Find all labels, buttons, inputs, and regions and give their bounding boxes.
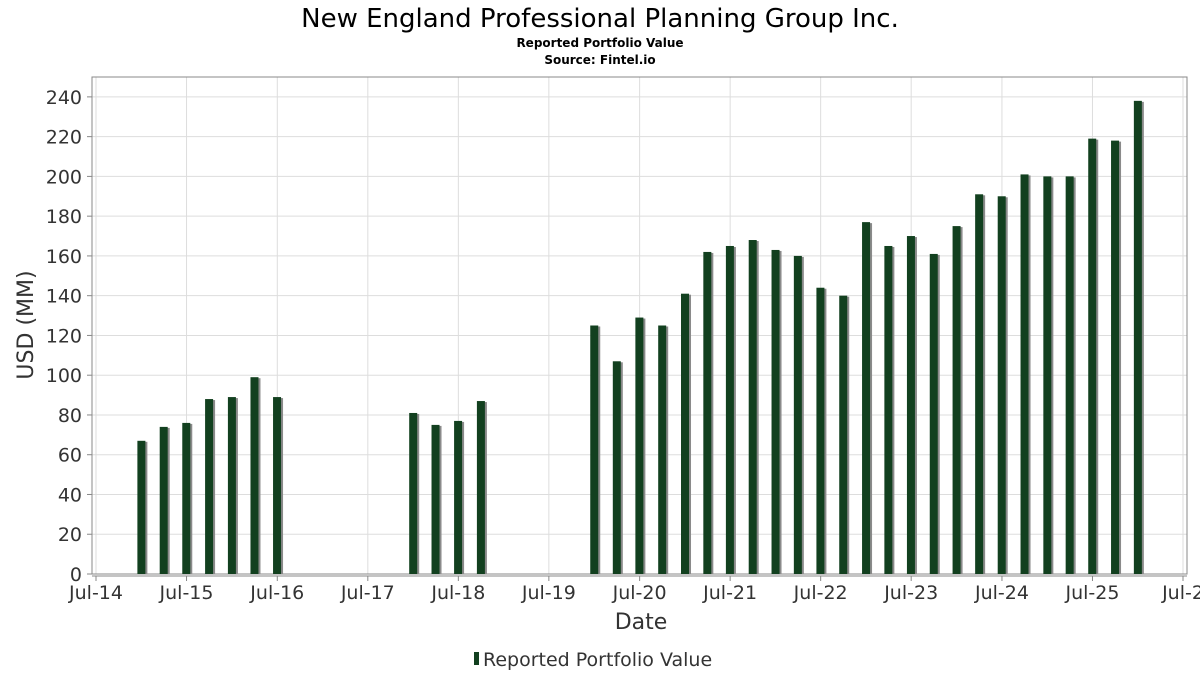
bar [975, 194, 984, 575]
chart-title: New England Professional Planning Group … [301, 4, 899, 34]
legend-swatch [474, 652, 479, 665]
bar [431, 424, 440, 574]
y-tick-label: 80 [58, 405, 82, 427]
legend-label: Reported Portfolio Value [483, 649, 712, 671]
y-tick-label: 240 [46, 87, 82, 109]
x-tick-label: Jul-23 [883, 582, 938, 604]
x-tick-label: Jul-2 [1161, 582, 1200, 604]
x-tick-label: Jul-19 [521, 582, 576, 604]
bar [1133, 100, 1142, 574]
x-tick-label: Jul-14 [68, 582, 123, 604]
bar [906, 236, 915, 575]
bar [884, 245, 893, 575]
y-tick-label: 20 [58, 524, 82, 546]
legend: Reported Portfolio Value [474, 649, 712, 671]
bar [997, 196, 1006, 574]
bar [1111, 140, 1120, 574]
bar [1088, 138, 1097, 575]
bar [454, 420, 463, 574]
y-tick-label: 140 [46, 286, 82, 308]
x-tick-label: Jul-24 [974, 582, 1029, 604]
bar [862, 222, 871, 574]
y-tick-label: 0 [70, 564, 82, 586]
bar [137, 440, 146, 574]
y-axis: 0 20 40 60 80 100 120 140 160 180 200 220 240 [46, 87, 92, 586]
chart-subtitle: Reported Portfolio Value [516, 36, 683, 50]
y-axis-title: USD (MM) [14, 270, 39, 379]
bar [612, 361, 621, 574]
x-tick-label: Jul-15 [159, 582, 214, 604]
bar [476, 401, 485, 574]
y-tick-label: 120 [46, 325, 82, 347]
y-tick-label: 200 [46, 166, 82, 188]
y-tick-label: 60 [58, 445, 82, 467]
bar [1065, 176, 1074, 574]
bar [816, 287, 825, 574]
x-axis-title: Date [615, 610, 668, 635]
bar [227, 397, 236, 574]
bar [590, 325, 599, 574]
bar [205, 399, 214, 574]
bar [409, 412, 418, 574]
y-tick-label: 160 [46, 246, 82, 268]
bar [771, 249, 780, 574]
bar [839, 295, 848, 574]
y-tick-label: 40 [58, 484, 82, 506]
bar [748, 240, 757, 575]
bar [1020, 174, 1029, 575]
bar [250, 377, 259, 574]
bar [658, 325, 667, 574]
x-tick-label: Jul-21 [702, 582, 757, 604]
bar [159, 426, 168, 574]
bar [1043, 176, 1052, 574]
bar [273, 397, 282, 574]
y-tick-label: 220 [46, 127, 82, 149]
x-tick-label: Jul-16 [249, 582, 304, 604]
x-tick-label: Jul-20 [612, 582, 667, 604]
bar [952, 226, 961, 574]
bar-series [137, 100, 1144, 575]
bar [929, 253, 938, 574]
y-tick-label: 100 [46, 365, 82, 387]
bar [793, 255, 802, 575]
bar [635, 317, 644, 574]
x-tick-label: Jul-18 [430, 582, 485, 604]
x-axis: Jul-14 Jul-15 Jul-16 Jul-17 Jul-18 Jul-19 Jul-… [68, 575, 1200, 604]
x-tick-label: Jul-25 [1064, 582, 1119, 604]
y-tick-label: 180 [46, 206, 82, 228]
bar [681, 293, 690, 574]
bar [182, 422, 191, 574]
x-tick-label: Jul-17 [340, 582, 395, 604]
x-tick-label: Jul-22 [793, 582, 848, 604]
bar [725, 245, 734, 575]
bar [703, 251, 712, 574]
chart-source: Source: Fintel.io [544, 53, 655, 67]
